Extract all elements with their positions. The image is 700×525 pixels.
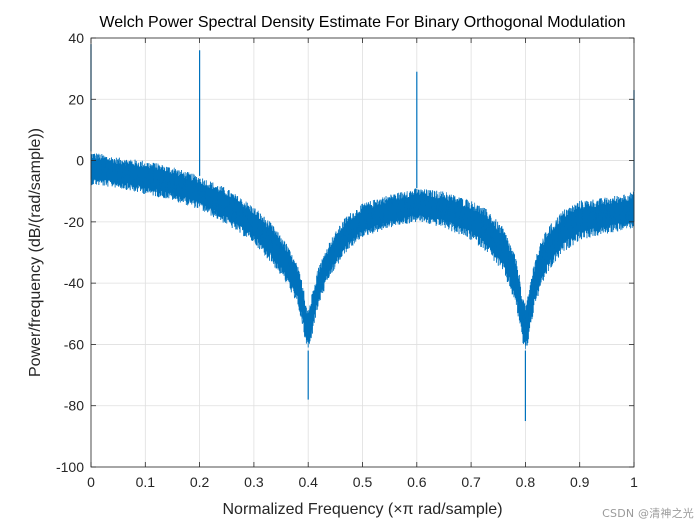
x-tick-label: 0.7	[461, 474, 481, 490]
chart-title: Welch Power Spectral Density Estimate Fo…	[99, 14, 625, 31]
x-tick-label: 1	[630, 474, 638, 490]
y-tick-label: -100	[56, 459, 84, 475]
y-tick-label: 0	[76, 153, 84, 169]
y-tick-label: 40	[68, 30, 84, 46]
x-tick-label: 0.3	[244, 474, 264, 490]
watermark: CSDN @清神之光	[602, 507, 694, 520]
psd-series-trace	[90, 153, 635, 350]
ticks: 0 0.1 0.2 0.3 0.4 0.5 0.6 0.7 0.8 0.9 1 -100 -80 -60 -…	[56, 30, 638, 490]
y-tick-label: -20	[64, 214, 84, 230]
y-tick-label: -40	[64, 275, 84, 291]
x-axis-label: Normalized Frequency (×π rad/sample)	[222, 501, 502, 518]
y-tick-label: 20	[68, 91, 84, 107]
x-tick-label: 0	[87, 474, 95, 490]
y-tick-label: -60	[64, 336, 84, 352]
x-tick-label: 0.1	[136, 474, 156, 490]
x-tick-label: 0.9	[570, 474, 590, 490]
x-tick-label: 0.8	[516, 474, 536, 490]
x-tick-label: 0.2	[190, 474, 210, 490]
y-tick-label: -80	[64, 398, 84, 414]
x-tick-label: 0.5	[353, 474, 373, 490]
x-tick-label: 0.6	[407, 474, 427, 490]
y-axis-label: Power/frequency (dB/(rad/sample))	[27, 128, 44, 377]
x-tick-label: 0.4	[298, 474, 318, 490]
